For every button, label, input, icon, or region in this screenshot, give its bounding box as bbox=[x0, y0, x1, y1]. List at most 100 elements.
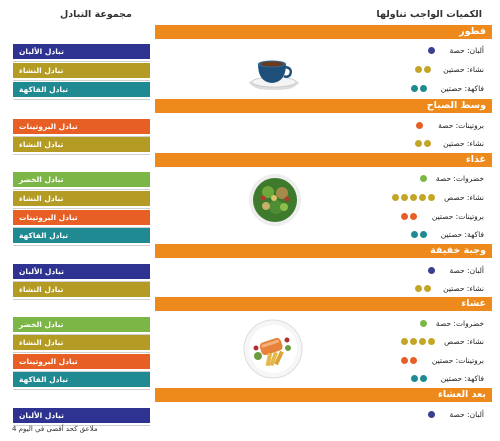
row-divider bbox=[13, 227, 150, 228]
exchange-button-dairy[interactable]: تبادل الألبان bbox=[13, 44, 150, 59]
quantity-label: نشاء: حصص bbox=[444, 337, 484, 346]
exchange-button-label: تبادل النشاء bbox=[19, 66, 64, 75]
serving-dots bbox=[418, 175, 427, 183]
serving-dot bbox=[424, 140, 431, 147]
meal-bar-breakfast: فطور bbox=[155, 25, 492, 39]
row-divider bbox=[13, 371, 150, 372]
exchange-button-label: تبادل الخضر bbox=[19, 175, 64, 184]
exchange-button-label: تبادل النشاء bbox=[19, 140, 64, 149]
exchange-button-fruit[interactable]: تبادل الفاكهة bbox=[13, 372, 150, 387]
meal-bar-dinner: عشاء bbox=[155, 297, 492, 311]
exchange-button-dairy[interactable]: تبادل الألبان bbox=[13, 408, 150, 423]
row-divider bbox=[13, 208, 150, 209]
row-divider bbox=[13, 281, 150, 282]
quantity-row-dairy: ألبان: حصة bbox=[155, 41, 492, 61]
serving-dot bbox=[419, 194, 426, 201]
quantity-label: ألبان: حصة bbox=[449, 46, 485, 55]
meal-bar-after-dinner: بعد العشاء bbox=[155, 388, 492, 402]
exchange-button-fruit[interactable]: تبادل الفاكهة bbox=[13, 228, 150, 243]
exchange-button-label: تبادل الفاكهة bbox=[19, 85, 69, 94]
row-divider bbox=[13, 61, 150, 62]
row-divider bbox=[13, 189, 150, 190]
exchange-button-starch[interactable]: تبادل النشاء bbox=[13, 282, 150, 297]
serving-dot bbox=[410, 194, 417, 201]
serving-dots bbox=[413, 66, 431, 74]
exchange-button-fruit[interactable]: تبادل الفاكهة bbox=[13, 82, 150, 97]
row-divider bbox=[13, 389, 150, 390]
footer-note: 4 ملاعق كحد أقصى في اليوم bbox=[12, 425, 98, 433]
coffee-cup-image bbox=[248, 60, 300, 90]
meal-bar-midmorning: وسط الصباح bbox=[155, 99, 492, 113]
exchange-button-label: تبادل النشاء bbox=[19, 338, 64, 347]
exchange-button-protein[interactable]: تبادل البروتينات bbox=[13, 119, 150, 134]
serving-dot bbox=[401, 213, 408, 220]
serving-dot bbox=[428, 267, 435, 274]
exchange-button-dairy[interactable]: تبادل الألبان bbox=[13, 264, 150, 279]
row-divider bbox=[13, 80, 150, 81]
exchange-button-starch[interactable]: تبادل النشاء bbox=[13, 335, 150, 350]
serving-dots bbox=[426, 267, 435, 275]
serving-dots bbox=[399, 338, 435, 346]
meal-title: عشاء bbox=[461, 298, 486, 309]
salad-bowl-image bbox=[249, 174, 301, 226]
serving-dot bbox=[401, 194, 408, 201]
quantity-label: فاكهة: حصتين bbox=[440, 230, 484, 239]
exchange-button-label: تبادل البروتينات bbox=[19, 213, 78, 222]
serving-dots bbox=[399, 213, 417, 221]
exchange-button-label: تبادل النشاء bbox=[19, 285, 64, 294]
exchange-button-starch[interactable]: تبادل النشاء bbox=[13, 137, 150, 152]
meal-title: وسط الصباح bbox=[426, 100, 486, 111]
quantity-label: ألبان: حصة bbox=[449, 410, 485, 419]
serving-dots bbox=[426, 47, 435, 55]
exchange-button-label: تبادل الألبان bbox=[19, 411, 64, 420]
serving-dot bbox=[415, 285, 422, 292]
quantity-row-fruit: فاكهة: حصتين bbox=[155, 225, 492, 245]
serving-dots bbox=[426, 411, 435, 419]
serving-dot bbox=[424, 66, 431, 73]
serving-dot bbox=[420, 85, 427, 92]
quantity-row-vegetables: خضروات: حصة bbox=[155, 314, 492, 334]
exchange-button-protein[interactable]: تبادل البروتينات bbox=[13, 210, 150, 225]
serving-dot bbox=[410, 338, 417, 345]
serving-dot bbox=[428, 338, 435, 345]
serving-dots bbox=[390, 194, 435, 202]
exchange-button-label: تبادل الألبان bbox=[19, 47, 64, 56]
serving-dot bbox=[416, 122, 423, 129]
quantity-row-fruit: فاكهة: حصتين bbox=[155, 79, 492, 99]
exchange-button-label: تبادل الخضر bbox=[19, 320, 64, 329]
serving-dot bbox=[419, 338, 426, 345]
row-divider bbox=[13, 334, 150, 335]
quantity-label: بروتينات: حصة bbox=[438, 121, 484, 130]
quantity-row-starch: نشاء: حصتين bbox=[155, 134, 492, 154]
quantity-label: نشاء: حصص bbox=[444, 193, 484, 202]
exchange-button-vegetables[interactable]: تبادل الخضر bbox=[13, 317, 150, 332]
quantity-row-protein: بروتينات: حصة bbox=[155, 116, 492, 136]
quantity-label: نشاء: حصتين bbox=[443, 65, 484, 74]
quantity-label: خضروات: حصة bbox=[435, 174, 484, 183]
dinner-plate-image bbox=[243, 319, 303, 379]
row-divider bbox=[13, 136, 150, 137]
row-divider bbox=[13, 99, 150, 100]
quantity-label: فاكهة: حصتين bbox=[440, 84, 484, 93]
exchange-button-label: تبادل الألبان bbox=[19, 267, 64, 276]
serving-dot bbox=[415, 140, 422, 147]
row-divider bbox=[13, 352, 150, 353]
quantity-label: ألبان: حصة bbox=[449, 266, 485, 275]
row-divider bbox=[13, 154, 150, 155]
meal-title: غذاء bbox=[465, 154, 486, 165]
quantity-row-dairy: ألبان: حصة bbox=[155, 405, 492, 425]
exchange-button-label: تبادل البروتينات bbox=[19, 357, 78, 366]
serving-dot bbox=[424, 285, 431, 292]
serving-dot bbox=[428, 411, 435, 418]
exchange-button-protein[interactable]: تبادل البروتينات bbox=[13, 354, 150, 369]
exchange-button-vegetables[interactable]: تبادل الخضر bbox=[13, 172, 150, 187]
quantity-row-starch: نشاء: حصص bbox=[155, 188, 492, 208]
serving-dot bbox=[411, 85, 418, 92]
quantity-row-protein: بروتينات: حصتين bbox=[155, 207, 492, 227]
serving-dot bbox=[420, 375, 427, 382]
serving-dots bbox=[418, 320, 427, 328]
exchange-button-starch[interactable]: تبادل النشاء bbox=[13, 191, 150, 206]
quantity-row-starch: نشاء: حصتين bbox=[155, 60, 492, 80]
quantity-row-starch: نشاء: حصتين bbox=[155, 279, 492, 299]
exchange-button-starch[interactable]: تبادل النشاء bbox=[13, 63, 150, 78]
